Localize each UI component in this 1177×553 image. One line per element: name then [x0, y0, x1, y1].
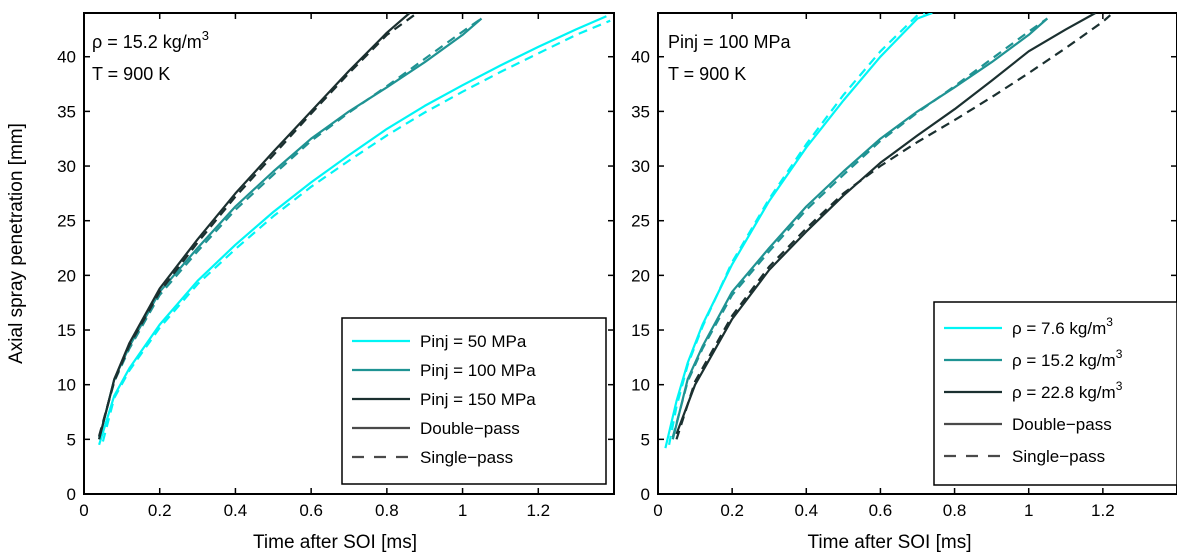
legend-box — [933, 301, 1177, 486]
annotation-line-2: T = 900 K — [668, 64, 746, 84]
plot-frame — [83, 12, 615, 495]
legend-label: ρ = 7.6 kg/m — [1012, 319, 1106, 338]
legend-entry: Pinj = 50 MPa — [420, 332, 527, 351]
legend-entry: Pinj = 150 MPa — [420, 390, 536, 409]
x-tick-label: 0.4 — [794, 501, 818, 520]
legend-label: Pinj = 50 MPa — [420, 332, 527, 351]
annotation-text: Pinj = 100 MPa — [668, 32, 792, 52]
y-tick-label: 5 — [641, 430, 650, 449]
x-tick-label: 0.2 — [720, 501, 744, 520]
legend-label-superscript: 3 — [1116, 379, 1123, 393]
series-line-5 — [675, 13, 1096, 435]
plot-frame — [657, 12, 1177, 495]
series-line-2 — [668, 13, 926, 446]
chart-panel-1: 0 0.2 0.4 0.6 0.8 1 1.2 0 5 10 15 20 25 30 35 40 Time af… — [6, 12, 615, 553]
legend-label-superscript: 3 — [1106, 315, 1113, 329]
y-tick-label: 20 — [631, 266, 650, 285]
legend-label: ρ = 22.8 kg/m — [1012, 383, 1116, 402]
x-tick-label: 0.8 — [943, 501, 967, 520]
legend-label: Single−pass — [1012, 447, 1105, 466]
series-group — [98, 13, 611, 446]
y-tick-label: 0 — [641, 485, 650, 504]
series-line-1 — [664, 13, 933, 449]
x-axis-label: Time after SOI [ms] — [808, 532, 972, 553]
series-line-5 — [98, 13, 411, 440]
legend-entry: Single−pass — [420, 448, 513, 467]
y-tick-label: 30 — [57, 157, 76, 176]
series-group — [664, 13, 1112, 449]
y-tick-label: 35 — [57, 102, 76, 121]
legend-entry: Double−pass — [1012, 415, 1112, 434]
series-line-1 — [98, 15, 607, 446]
series-line-6 — [98, 13, 418, 437]
y-tick-label: 15 — [631, 321, 650, 340]
x-axis-label: Time after SOI [ms] — [253, 532, 417, 553]
annotation-superscript: 3 — [202, 28, 209, 43]
x-tick-label: 0.6 — [869, 501, 893, 520]
y-tick-label: 25 — [57, 212, 76, 231]
x-tick-label: 0.2 — [148, 501, 172, 520]
legend-label-superscript: 3 — [1116, 347, 1123, 361]
legend-entry: ρ = 22.8 kg/m3 — [1012, 379, 1123, 402]
x-tick-label: 0.6 — [299, 501, 323, 520]
legend-entry: ρ = 15.2 kg/m3 — [1012, 347, 1123, 370]
legend-label: ρ = 15.2 kg/m — [1012, 351, 1116, 370]
y-tick-label: 20 — [57, 266, 76, 285]
annotation-line-1: Pinj = 100 MPa — [668, 32, 792, 52]
legend-label: Double−pass — [420, 419, 520, 438]
chart-panel-2: 0 0.2 0.4 0.6 0.8 1 1.2 0 5 10 15 20 25 30 35 40 Time af… — [631, 12, 1177, 553]
x-tick-label: 0 — [79, 501, 88, 520]
series-line-4 — [98, 17, 483, 438]
legend-entry: ρ = 7.6 kg/m3 — [1012, 315, 1113, 338]
x-tick-label: 1.2 — [1091, 501, 1115, 520]
x-tick-label: 1 — [458, 501, 467, 520]
y-tick-label: 10 — [631, 376, 650, 395]
legend-entry: Pinj = 100 MPa — [420, 361, 536, 380]
y-tick-label: 10 — [57, 376, 76, 395]
x-tick-label: 1 — [1024, 501, 1033, 520]
y-tick-label: 40 — [57, 48, 76, 67]
y-tick-label: 40 — [631, 48, 650, 67]
y-tick-label: 15 — [57, 321, 76, 340]
series-line-2 — [101, 19, 611, 442]
legend-label: Pinj = 150 MPa — [420, 390, 536, 409]
y-tick-label: 30 — [631, 157, 650, 176]
series-line-6 — [675, 14, 1112, 440]
annotation-text: ρ = 15.2 kg/m — [92, 32, 202, 52]
legend: ρ = 7.6 kg/m3ρ = 15.2 kg/m3ρ = 22.8 kg/m… — [933, 301, 1177, 486]
y-tick-label: 0 — [67, 485, 76, 504]
y-tick-label: 25 — [631, 212, 650, 231]
legend-entry: Double−pass — [420, 419, 520, 438]
legend-label: Pinj = 100 MPa — [420, 361, 536, 380]
y-tick-label: 5 — [67, 430, 76, 449]
y-axis-label: Axial spray penetration [mm] — [6, 123, 27, 364]
x-tick-label: 0.8 — [375, 501, 399, 520]
series-line-4 — [671, 17, 1048, 438]
legend-label: Single−pass — [420, 448, 513, 467]
legend-label: Double−pass — [1012, 415, 1112, 434]
annotation-line-1: ρ = 15.2 kg/m3 — [92, 28, 209, 52]
x-tick-label: 0 — [653, 501, 662, 520]
x-tick-label: 0.4 — [224, 501, 248, 520]
y-tick-label: 35 — [631, 102, 650, 121]
legend: Pinj = 50 MPa Pinj = 100 MPa Pinj = 150 MP… — [341, 317, 607, 485]
x-tick-label: 1.2 — [526, 501, 550, 520]
annotation-line-2: T = 900 K — [92, 64, 170, 84]
legend-entry: Single−pass — [1012, 447, 1105, 466]
